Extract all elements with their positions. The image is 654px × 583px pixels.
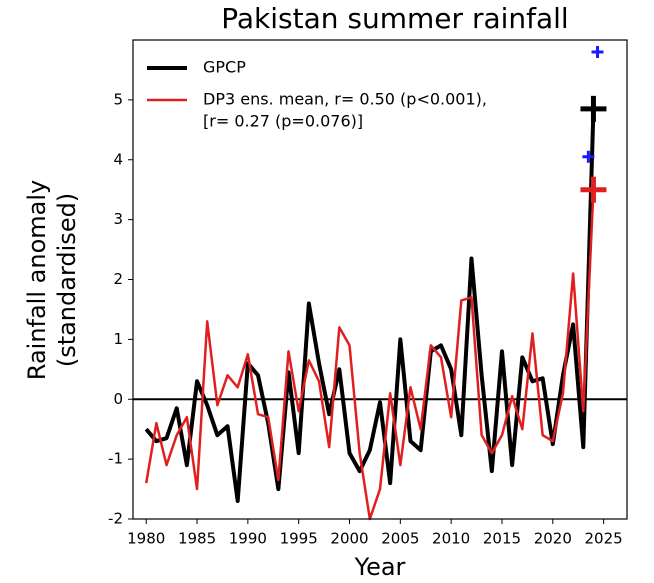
x-tick-label: 2025 xyxy=(585,530,623,548)
x-tick-label: 1985 xyxy=(178,530,216,548)
series-line xyxy=(144,108,596,504)
cross-marker xyxy=(580,95,607,122)
cross-marker xyxy=(591,45,604,58)
legend-label: [r= 0.27 (p=0.076)] xyxy=(203,112,363,131)
y-tick-label: 1 xyxy=(113,330,123,348)
x-tick-label: 1995 xyxy=(280,530,318,548)
cross-marker xyxy=(580,176,607,203)
x-tick-label: 2005 xyxy=(381,530,419,548)
y-tick-label: -1 xyxy=(108,450,123,468)
y-tick-label: -2 xyxy=(108,510,123,528)
x-tick-label: 2020 xyxy=(534,530,572,548)
legend-label: GPCP xyxy=(203,58,246,77)
y-axis-label: Rainfall anomaly xyxy=(23,180,51,380)
y-tick-label: 2 xyxy=(113,270,123,288)
y-axis-label: (standardised) xyxy=(53,193,81,367)
cross-marker xyxy=(582,150,595,163)
y-tick-label: 3 xyxy=(113,210,123,228)
x-tick-label: 1990 xyxy=(229,530,267,548)
x-tick-label: 2000 xyxy=(330,530,368,548)
plot-frame xyxy=(132,39,628,520)
y-tick-label: 4 xyxy=(113,150,123,168)
x-tick-label: 1980 xyxy=(127,530,165,548)
chart-title: Pakistan summer rainfall xyxy=(221,2,568,35)
legend-label: DP3 ens. mean, r= 0.50 (p<0.001), xyxy=(203,90,487,109)
y-tick-label: 5 xyxy=(113,90,123,108)
y-tick-label: 0 xyxy=(113,390,123,408)
x-tick-label: 2015 xyxy=(483,530,521,548)
x-tick-label: 2010 xyxy=(432,530,470,548)
x-axis-label: Year xyxy=(354,553,406,581)
series-line xyxy=(144,189,595,521)
